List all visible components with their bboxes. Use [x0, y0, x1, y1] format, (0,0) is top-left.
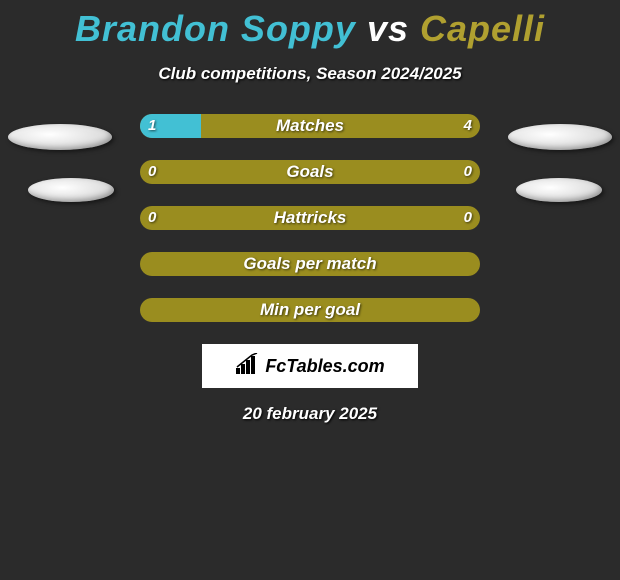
subtitle: Club competitions, Season 2024/2025	[0, 64, 620, 84]
stat-label: Hattricks	[140, 206, 480, 230]
stat-row: 0 Hattricks 0	[0, 206, 620, 230]
stat-label: Goals	[140, 160, 480, 184]
stat-row: Goals per match	[0, 252, 620, 276]
player1-name: Brandon Soppy	[75, 8, 356, 49]
comparison-title: Brandon Soppy vs Capelli	[0, 0, 620, 50]
stat-right-value: 0	[464, 206, 472, 230]
logo-text: FcTables.com	[265, 356, 384, 377]
title-vs: vs	[367, 8, 409, 49]
stat-row: Min per goal	[0, 298, 620, 322]
stat-bar: 0 Hattricks 0	[140, 206, 480, 230]
stat-bar: 1 Matches 4	[140, 114, 480, 138]
stats-container: 1 Matches 4 0 Goals 0 0 Hattricks 0 Goal…	[0, 114, 620, 322]
stat-label: Goals per match	[140, 252, 480, 276]
stat-row: 1 Matches 4	[0, 114, 620, 138]
stat-bar: Min per goal	[140, 298, 480, 322]
snapshot-date: 20 february 2025	[0, 404, 620, 424]
stat-label: Matches	[140, 114, 480, 138]
bar-chart-icon	[235, 353, 259, 380]
stat-right-value: 4	[464, 114, 472, 138]
stat-label: Min per goal	[140, 298, 480, 322]
stat-right-value: 0	[464, 160, 472, 184]
player2-name: Capelli	[420, 8, 545, 49]
stat-row: 0 Goals 0	[0, 160, 620, 184]
stat-bar: 0 Goals 0	[140, 160, 480, 184]
fctables-logo: FcTables.com	[202, 344, 418, 388]
stat-bar: Goals per match	[140, 252, 480, 276]
